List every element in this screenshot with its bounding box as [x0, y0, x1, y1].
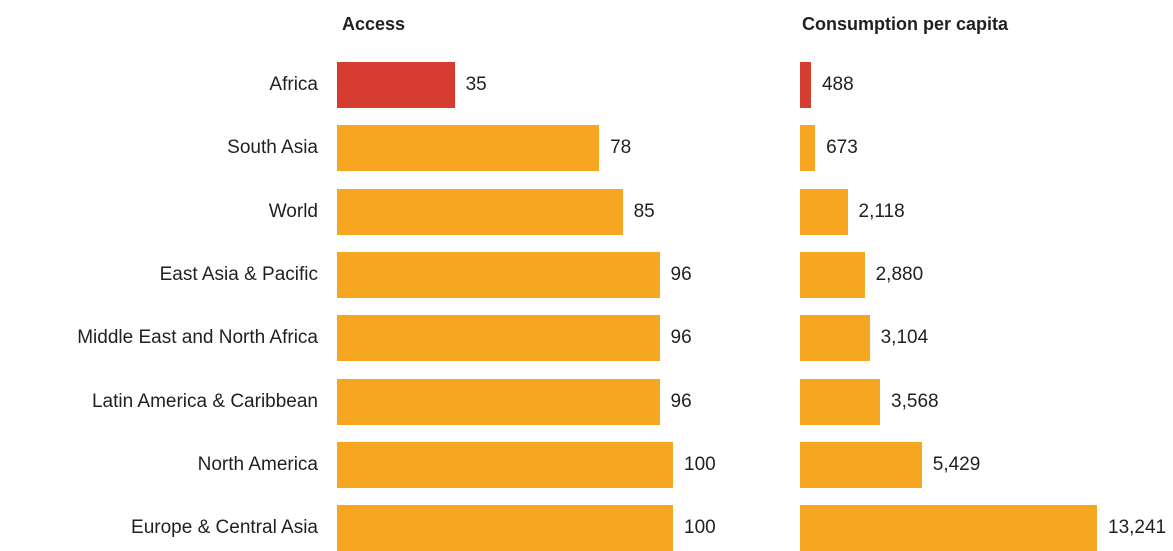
category-label: North America	[197, 453, 318, 475]
category-label: Africa	[269, 74, 318, 95]
consumption-value-label: 3,568	[891, 390, 939, 412]
access-value-label: 96	[670, 390, 692, 412]
category-label: Latin America & Caribbean	[91, 390, 318, 412]
access-value-label: 85	[633, 200, 655, 222]
access-value-label: 78	[610, 137, 632, 159]
consumption-value-label: 5,429	[932, 453, 981, 475]
consumption-bar	[800, 188, 848, 235]
consumption-chart-title: Consumption per capita	[802, 14, 1009, 34]
access-chart-title: Access	[342, 14, 406, 34]
consumption-value-label: 3,104	[880, 327, 929, 349]
access-bar	[337, 505, 673, 551]
access-bar	[337, 251, 660, 298]
access-value-label: 100	[684, 517, 716, 539]
consumption-bar	[800, 125, 816, 172]
consumption-value-label: 488	[821, 74, 854, 95]
consumption-value-label: 2,118	[858, 200, 905, 222]
access-bar	[337, 378, 660, 425]
consumption-bar	[800, 251, 865, 298]
access-value-label: 35	[465, 74, 487, 95]
access-bar	[337, 62, 455, 108]
consumption-value-label: 13,241	[1108, 517, 1167, 539]
access-value-label: 96	[670, 263, 692, 285]
consumption-bar	[800, 315, 870, 362]
access-bar	[337, 188, 623, 235]
consumption-bar	[800, 62, 811, 108]
access-value-label: 100	[684, 453, 716, 475]
consumption-value-label: 673	[826, 137, 858, 159]
access-bar	[337, 315, 660, 362]
category-label: World	[268, 200, 318, 222]
consumption-value-label: 2,880	[875, 263, 924, 285]
consumption-bar	[800, 505, 1097, 551]
category-label: South Asia	[227, 137, 318, 159]
access-value-label: 96	[670, 327, 692, 349]
consumption-bar	[800, 378, 881, 425]
category-label: Europe & Central Asia	[131, 517, 318, 539]
access-bar	[337, 125, 600, 172]
access-bar	[337, 441, 673, 488]
category-label: Middle East and North Africa	[77, 327, 318, 349]
consumption-bar	[800, 441, 922, 488]
category-label: East Asia & Pacific	[159, 263, 318, 285]
